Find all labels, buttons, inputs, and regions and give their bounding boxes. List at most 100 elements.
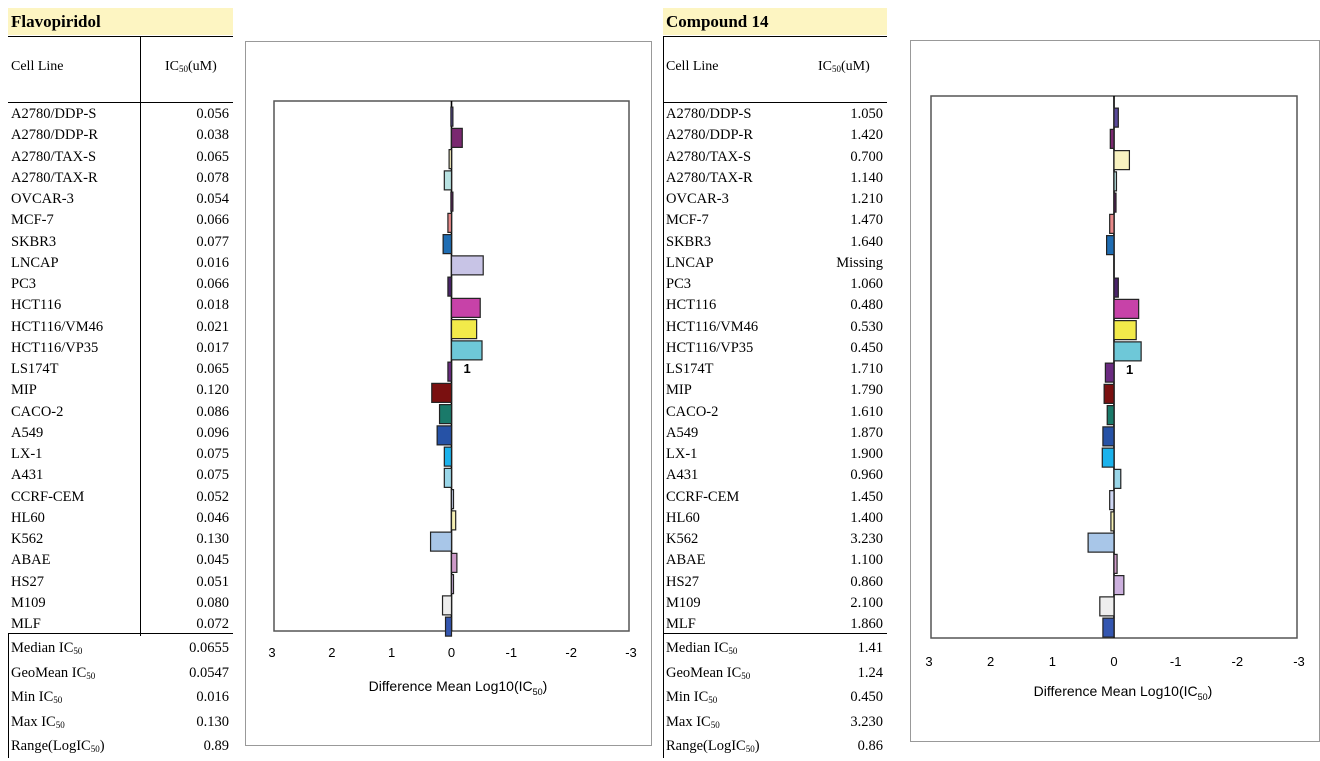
bar: [450, 297, 481, 318]
cell-line-name: ABAE: [666, 552, 706, 569]
tick-label: 2: [328, 645, 335, 660]
bar: [450, 319, 478, 340]
table-row: A2780/TAX-S 0.700: [663, 147, 887, 168]
bar: [1099, 596, 1115, 617]
ic50-value: 2.100: [850, 594, 883, 611]
bar: [450, 106, 454, 127]
x-axis-label-main: Difference Mean Log10(IC: [1034, 683, 1198, 699]
panel-title: Compound 14: [663, 8, 887, 35]
summary-label-main: Range(LogIC: [666, 738, 746, 754]
bar: [1113, 298, 1140, 319]
cell-line-name: A2780/DDP-S: [666, 106, 752, 122]
table-row: CCRF-CEM 1.450: [663, 487, 887, 508]
cell-line-name: LS174T: [11, 361, 59, 377]
summary-label-sub: 50: [728, 646, 738, 656]
ic50-value: 0.046: [196, 509, 229, 526]
ic50-value: 0.021: [196, 318, 229, 335]
table-row: A2780/DDP-S 1.050: [663, 104, 887, 125]
tick-label: 1: [388, 645, 395, 660]
table-row: ABAE 1.100: [663, 550, 887, 571]
summary-value: 3.230: [850, 713, 883, 730]
summary-value: 0.86: [857, 738, 883, 754]
cell-line-name: LX-1: [11, 446, 43, 462]
table-row: MCF-7 1.470: [663, 210, 887, 231]
ic50-value: 1.210: [850, 191, 883, 207]
table-row: HL60 0.046: [8, 508, 233, 529]
tick-label: 0: [1110, 654, 1117, 669]
ic50-value: 0.450: [850, 339, 883, 356]
bar: [1106, 235, 1115, 256]
table-row: MIP 0.120: [8, 380, 233, 401]
x-axis-label-tail: ): [1208, 683, 1213, 699]
bar: [1087, 532, 1115, 553]
tick-label: 3: [925, 654, 932, 669]
bar: [450, 489, 455, 510]
table-row: MIP 1.790: [663, 380, 887, 401]
table-row: SKBR3 1.640: [663, 232, 887, 253]
ic50-value: 1.140: [850, 169, 883, 186]
cell-line-name: A2780/TAX-R: [666, 169, 753, 186]
table-row: ABAE 0.045: [8, 550, 233, 571]
bar: [441, 595, 453, 616]
table-row: A2780/TAX-S 0.065: [8, 147, 233, 168]
ic50-value: 1.790: [850, 382, 883, 399]
bar: [1109, 128, 1115, 149]
bar: [450, 255, 484, 276]
cell-line-name: MLF: [11, 616, 41, 632]
ic50-value: 0.045: [196, 552, 229, 569]
cell-line-name: HCT116/VM46: [11, 318, 104, 335]
table-row: M109 2.100: [663, 593, 887, 614]
bar: [1102, 426, 1115, 447]
table-row: A2780/TAX-R 1.140: [663, 168, 887, 189]
summary-value: 0.0655: [189, 640, 229, 656]
ic50-value: 1.710: [850, 361, 883, 377]
table-row: MLF 1.860: [663, 614, 887, 635]
bar: [443, 467, 453, 488]
table-row: HCT116/VM46 0.530: [663, 317, 887, 338]
difference-bar-chart: 1 3 2 1 0 -1 -2 -3 Difference Mean Log10(IC50): [925, 95, 1305, 702]
summary-label-main: Min IC: [11, 689, 54, 705]
summary-label: GeoMean IC50: [666, 662, 750, 688]
bar: [448, 149, 453, 170]
cell-line-name: CACO-2: [11, 403, 64, 420]
bar: [450, 191, 454, 212]
ic50-value: 0.075: [196, 467, 229, 484]
table-row: PC3 0.066: [8, 274, 233, 295]
ic50-value: 1.060: [850, 276, 883, 292]
bar: [436, 425, 453, 446]
tick-label: -3: [625, 645, 637, 660]
summary-row: Max IC50 3.230: [663, 711, 887, 734]
bar: [1110, 511, 1115, 532]
flavopiridol-chart: 1 3 2 1 0 -1 -2 -3 Difference Mean Log10(IC50): [245, 41, 652, 746]
cell-line-name: HS27: [666, 573, 700, 590]
ic50-value: 0.075: [196, 446, 229, 462]
bar: [450, 552, 458, 573]
table-divider: [663, 633, 887, 634]
summary-label-main: Median IC: [666, 640, 729, 656]
ic50-value: 0.077: [196, 233, 229, 250]
ic50-value: 0.018: [196, 297, 229, 314]
tick-label: 2: [987, 654, 994, 669]
cell-line-name: HCT116: [11, 297, 62, 314]
bar: [1113, 171, 1118, 192]
ic50-value: 0.078: [196, 169, 229, 186]
ic50-value: 0.017: [196, 339, 229, 356]
bar: [443, 446, 453, 467]
ic50-value: 0.860: [850, 573, 883, 590]
table-row: A431 0.960: [663, 465, 887, 486]
tick-label: -3: [1293, 654, 1305, 669]
ic50-header: IC50(uM): [165, 59, 217, 74]
summary-label-main: Max IC: [666, 713, 711, 730]
cell-line-name: LX-1: [666, 446, 698, 462]
ic50-value: 1.100: [850, 552, 883, 569]
ic50-value: 1.050: [850, 106, 883, 122]
table-row: A549 0.096: [8, 423, 233, 444]
summary-label-main: Range(LogIC: [11, 738, 91, 754]
summary-value: 0.89: [203, 738, 229, 754]
cell-line-name: HS27: [11, 573, 45, 590]
cell-line-name: A2780/TAX-R: [11, 169, 98, 186]
ic50-value: 1.470: [850, 212, 883, 229]
bar: [450, 510, 457, 531]
table-row: A2780/TAX-R 0.078: [8, 168, 233, 189]
summary-value: 1.41: [857, 640, 883, 656]
